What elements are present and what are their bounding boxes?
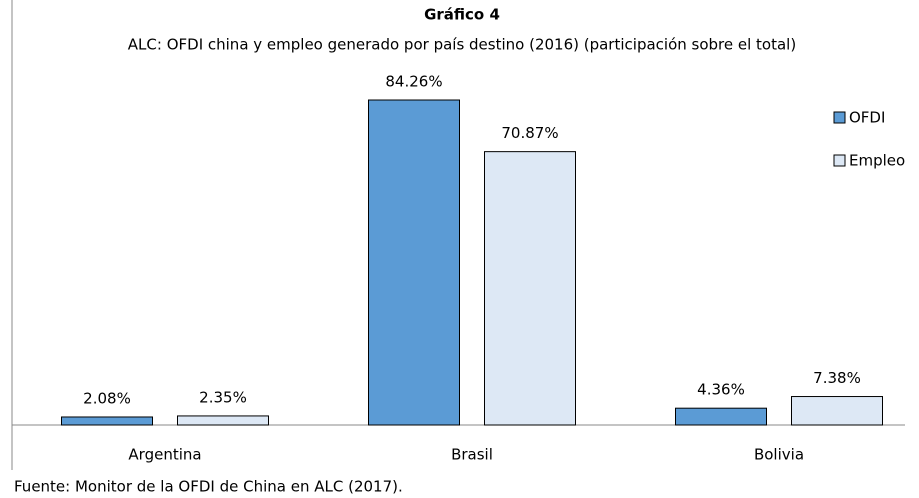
legend-swatch (833, 111, 846, 124)
data-label: 7.38% (813, 369, 861, 387)
bar (177, 415, 269, 426)
bar (791, 396, 883, 426)
x-tick-label: Brasil (451, 446, 493, 464)
legend-swatch (833, 154, 846, 167)
source-note: Fuente: Monitor de la OFDI de China en A… (14, 478, 403, 496)
bar (61, 416, 153, 426)
bar (675, 407, 767, 426)
data-label: 2.35% (199, 388, 247, 406)
data-label: 2.08% (83, 389, 131, 407)
legend-label: OFDI (849, 109, 885, 127)
bar (368, 99, 460, 426)
data-label: 84.26% (385, 73, 442, 91)
data-label: 4.36% (697, 381, 745, 399)
x-tick-label: Bolivia (754, 446, 804, 464)
chart-title: Gráfico 4 (424, 6, 500, 24)
legend-label: Empleo (849, 152, 905, 170)
x-tick-label: Argentina (128, 446, 201, 464)
chart-subtitle: ALC: OFDI china y empleo generado por pa… (128, 36, 796, 54)
bar (484, 151, 576, 426)
data-label: 70.87% (501, 124, 558, 142)
